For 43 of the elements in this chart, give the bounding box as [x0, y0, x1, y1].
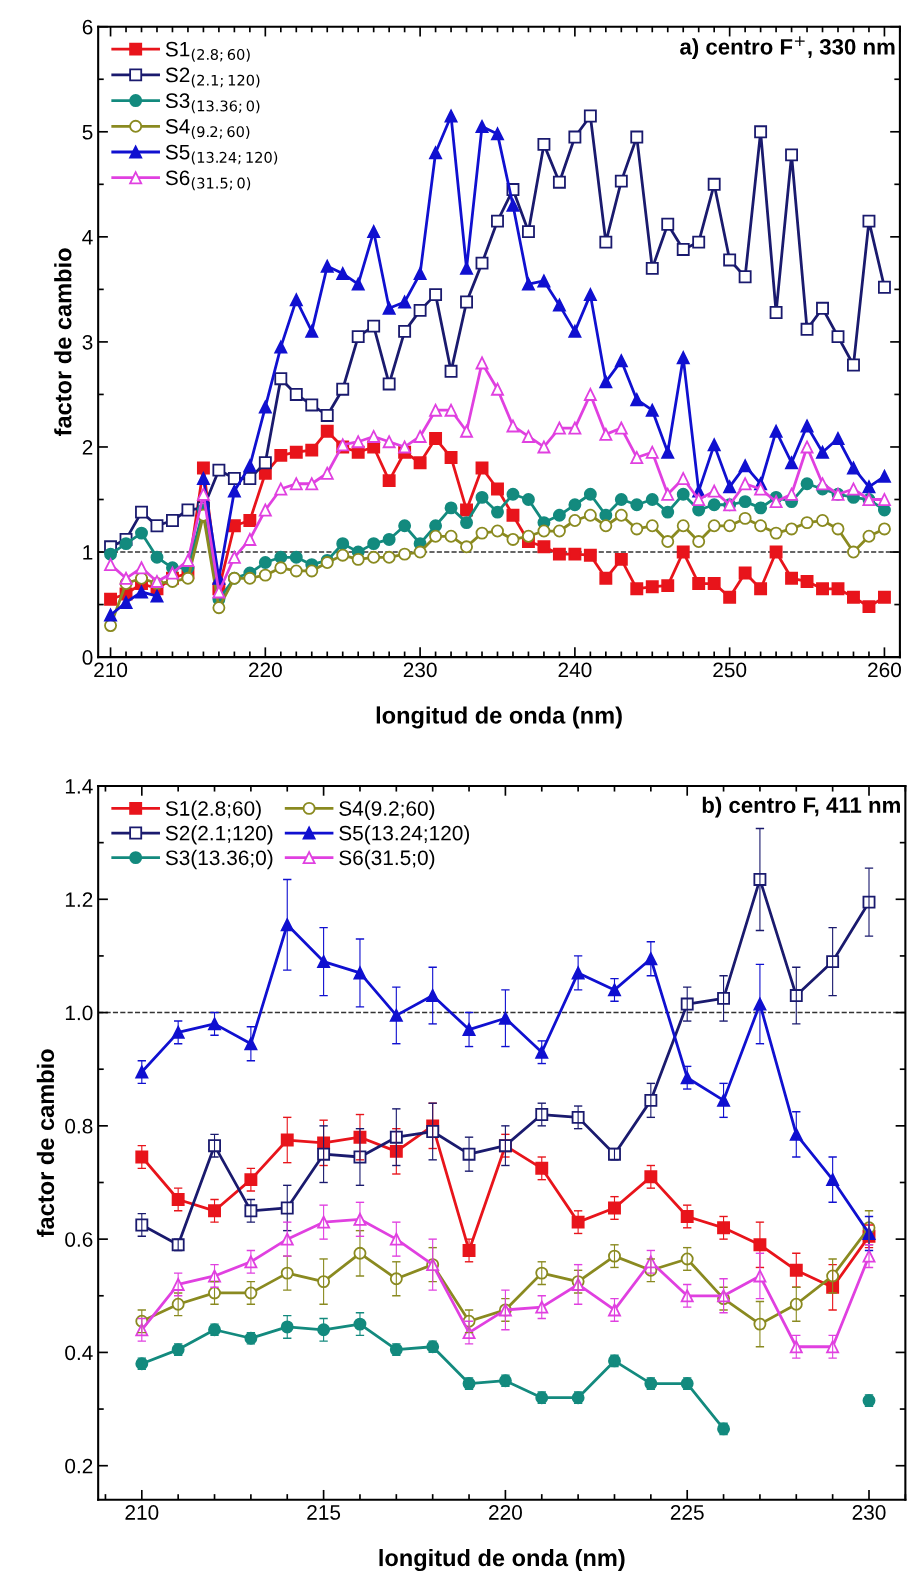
- y-tick-label: 3: [82, 334, 93, 350]
- legend-label: S3$_{(13.36;0)}$: [165, 93, 260, 114]
- y-axis-title: factor de cambio: [36, 1049, 55, 1237]
- chart-title: a) centro F$^{+}$, 330 nm: [680, 36, 895, 60]
- legend-label: S5(13.24;120): [339, 825, 470, 845]
- y-tick-label: 4: [82, 230, 93, 245]
- y-tick-label: 1.2: [65, 892, 93, 907]
- legend-label: S3(13.36;0): [165, 849, 273, 870]
- legend-label: S6(31.5;0): [339, 849, 435, 870]
- legend-label: S1(2.8;60): [165, 800, 261, 820]
- x-tick-label: 240: [558, 662, 592, 678]
- y-tick-label: 6: [82, 19, 93, 35]
- legend-label: S4$_{(9.2;60)}$: [165, 118, 250, 139]
- x-tick-label: 220: [249, 662, 282, 678]
- y-tick-label: 0.2: [65, 1458, 93, 1474]
- y-tick-label: 2: [82, 439, 93, 455]
- x-tick-label: 230: [852, 1505, 886, 1520]
- legend-label: S4(9.2;60): [339, 800, 435, 820]
- x-axis-title: longitud de onda (nm): [376, 706, 622, 729]
- x-tick-label: 250: [713, 662, 747, 678]
- x-tick-label: 210: [125, 1505, 159, 1520]
- legend-label: S2(2.1;120): [165, 825, 273, 845]
- y-tick-label: 0.6: [65, 1232, 93, 1247]
- y-axis-title: factor de cambio: [54, 248, 72, 436]
- x-tick-label: 260: [868, 662, 901, 678]
- chart-title: b) centro F, 411 nm: [702, 796, 900, 818]
- y-tick-label: 0: [82, 650, 93, 665]
- x-tick-label: 230: [403, 662, 437, 678]
- x-tick-label: 225: [670, 1505, 704, 1520]
- legend-label: S6$_{(31.5;0)}$: [165, 170, 251, 191]
- x-tick-label: 215: [307, 1505, 341, 1520]
- y-tick-label: 5: [82, 125, 93, 140]
- legend-label: S1$_{(2.8;60)}$: [165, 41, 250, 62]
- legend-label: S2$_{(2.1;120)}$: [165, 67, 260, 88]
- y-tick-label: 0.8: [65, 1118, 93, 1134]
- y-tick-label: 0.4: [65, 1345, 93, 1361]
- x-tick-label: 210: [94, 662, 128, 678]
- y-tick-label: 1.4: [65, 779, 93, 794]
- y-tick-label: 1: [83, 545, 93, 560]
- y-tick-label: 1.0: [65, 1005, 93, 1021]
- legend-label: S5$_{(13.24;120)}$: [165, 144, 278, 165]
- x-axis-title: longitud de onda (nm): [379, 1548, 625, 1572]
- x-tick-label: 220: [489, 1505, 522, 1520]
